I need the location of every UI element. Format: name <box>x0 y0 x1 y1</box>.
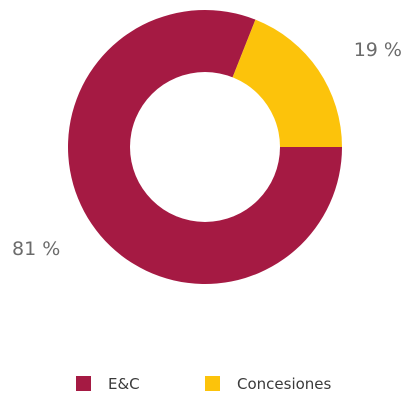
legend-swatch-concesiones <box>205 376 220 391</box>
legend: E&C Concesiones <box>76 375 332 393</box>
slice-label-e-c: 81 % <box>12 238 60 260</box>
legend-label-e-c: E&C <box>108 375 140 393</box>
legend-swatch-e-c <box>76 376 91 391</box>
slice-label-concesiones: 19 % <box>354 39 402 61</box>
slice-labels: 81 % 19 % <box>12 39 402 260</box>
legend-label-concesiones: Concesiones <box>237 375 332 393</box>
donut-hole <box>130 72 280 222</box>
